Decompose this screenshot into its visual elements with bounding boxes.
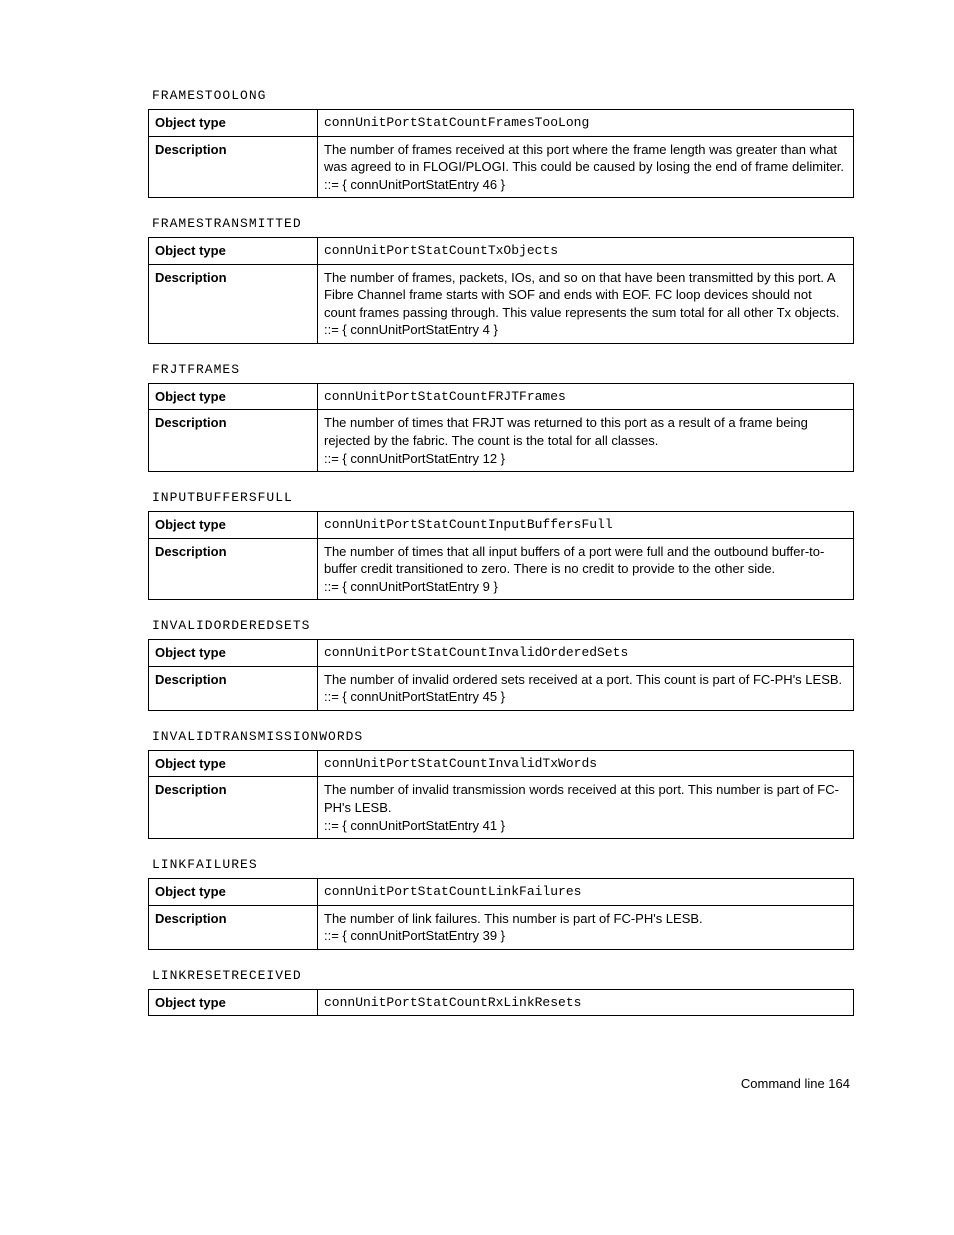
label-description: Description — [149, 410, 318, 472]
table-row: Object type connUnitPortStatCountFramesT… — [149, 110, 854, 137]
label-object-type: Object type — [149, 238, 318, 265]
section-title: INVALIDORDEREDSETS — [152, 618, 854, 633]
value-description: The number of frames, packets, IOs, and … — [318, 264, 854, 343]
mib-table: Object type connUnitPortStatCountInvalid… — [148, 750, 854, 839]
table-row: Object type connUnitPortStatCountFRJTFra… — [149, 383, 854, 410]
entry-text: ::= { connUnitPortStatEntry 45 } — [324, 689, 505, 704]
section-title: LINKRESETRECEIVED — [152, 968, 854, 983]
mib-table: Object type connUnitPortStatCountTxObjec… — [148, 237, 854, 344]
value-object-type: connUnitPortStatCountLinkFailures — [318, 879, 854, 906]
entry-text: ::= { connUnitPortStatEntry 39 } — [324, 928, 505, 943]
table-row: Object type connUnitPortStatCountTxObjec… — [149, 238, 854, 265]
description-text: The number of times that all input buffe… — [324, 544, 824, 577]
value-description: The number of invalid transmission words… — [318, 777, 854, 839]
page-footer: Command line 164 — [148, 1076, 854, 1091]
value-object-type: connUnitPortStatCountRxLinkResets — [318, 989, 854, 1016]
label-object-type: Object type — [149, 110, 318, 137]
section-title: FRAMESTOOLONG — [152, 88, 854, 103]
page-content: FRAMESTOOLONG Object type connUnitPortSt… — [0, 0, 954, 1131]
value-object-type: connUnitPortStatCountInvalidOrderedSets — [318, 640, 854, 667]
value-description: The number of times that FRJT was return… — [318, 410, 854, 472]
label-object-type: Object type — [149, 383, 318, 410]
value-description: The number of frames received at this po… — [318, 136, 854, 198]
description-text: The number of link failures. This number… — [324, 911, 703, 926]
mib-table: Object type connUnitPortStatCountInputBu… — [148, 511, 854, 600]
label-object-type: Object type — [149, 750, 318, 777]
section-title: FRAMESTRANSMITTED — [152, 216, 854, 231]
description-text: The number of times that FRJT was return… — [324, 415, 808, 448]
label-object-type: Object type — [149, 879, 318, 906]
entry-text: ::= { connUnitPortStatEntry 12 } — [324, 451, 505, 466]
mib-table: Object type connUnitPortStatCountInvalid… — [148, 639, 854, 711]
section-title: LINKFAILURES — [152, 857, 854, 872]
table-row: Object type connUnitPortStatCountInputBu… — [149, 512, 854, 539]
table-row: Description The number of times that FRJ… — [149, 410, 854, 472]
mib-table: Object type connUnitPortStatCountFramesT… — [148, 109, 854, 198]
section-title: INPUTBUFFERSFULL — [152, 490, 854, 505]
table-row: Description The number of invalid ordere… — [149, 666, 854, 710]
label-description: Description — [149, 538, 318, 600]
label-object-type: Object type — [149, 512, 318, 539]
label-object-type: Object type — [149, 640, 318, 667]
table-row: Description The number of invalid transm… — [149, 777, 854, 839]
table-row: Description The number of times that all… — [149, 538, 854, 600]
label-description: Description — [149, 264, 318, 343]
table-row: Object type connUnitPortStatCountLinkFai… — [149, 879, 854, 906]
value-description: The number of times that all input buffe… — [318, 538, 854, 600]
value-object-type: connUnitPortStatCountInvalidTxWords — [318, 750, 854, 777]
description-text: The number of frames, packets, IOs, and … — [324, 270, 839, 320]
mib-table: Object type connUnitPortStatCountFRJTFra… — [148, 383, 854, 472]
label-object-type: Object type — [149, 989, 318, 1016]
mib-table: Object type connUnitPortStatCountLinkFai… — [148, 878, 854, 950]
description-text: The number of invalid ordered sets recei… — [324, 672, 842, 687]
table-row: Description The number of frames receive… — [149, 136, 854, 198]
table-row: Object type connUnitPortStatCountRxLinkR… — [149, 989, 854, 1016]
section-title: FRJTFRAMES — [152, 362, 854, 377]
label-description: Description — [149, 136, 318, 198]
description-text: The number of frames received at this po… — [324, 142, 844, 175]
entry-text: ::= { connUnitPortStatEntry 9 } — [324, 579, 498, 594]
description-text: The number of invalid transmission words… — [324, 782, 839, 815]
table-row: Object type connUnitPortStatCountInvalid… — [149, 750, 854, 777]
label-description: Description — [149, 666, 318, 710]
table-row: Object type connUnitPortStatCountInvalid… — [149, 640, 854, 667]
table-row: Description The number of frames, packet… — [149, 264, 854, 343]
value-object-type: connUnitPortStatCountFRJTFrames — [318, 383, 854, 410]
value-object-type: connUnitPortStatCountTxObjects — [318, 238, 854, 265]
label-description: Description — [149, 777, 318, 839]
mib-table: Object type connUnitPortStatCountRxLinkR… — [148, 989, 854, 1017]
table-row: Description The number of link failures.… — [149, 905, 854, 949]
entry-text: ::= { connUnitPortStatEntry 41 } — [324, 818, 505, 833]
entry-text: ::= { connUnitPortStatEntry 46 } — [324, 177, 505, 192]
value-object-type: connUnitPortStatCountInputBuffersFull — [318, 512, 854, 539]
label-description: Description — [149, 905, 318, 949]
section-title: INVALIDTRANSMISSIONWORDS — [152, 729, 854, 744]
value-description: The number of link failures. This number… — [318, 905, 854, 949]
value-description: The number of invalid ordered sets recei… — [318, 666, 854, 710]
entry-text: ::= { connUnitPortStatEntry 4 } — [324, 322, 498, 337]
value-object-type: connUnitPortStatCountFramesTooLong — [318, 110, 854, 137]
